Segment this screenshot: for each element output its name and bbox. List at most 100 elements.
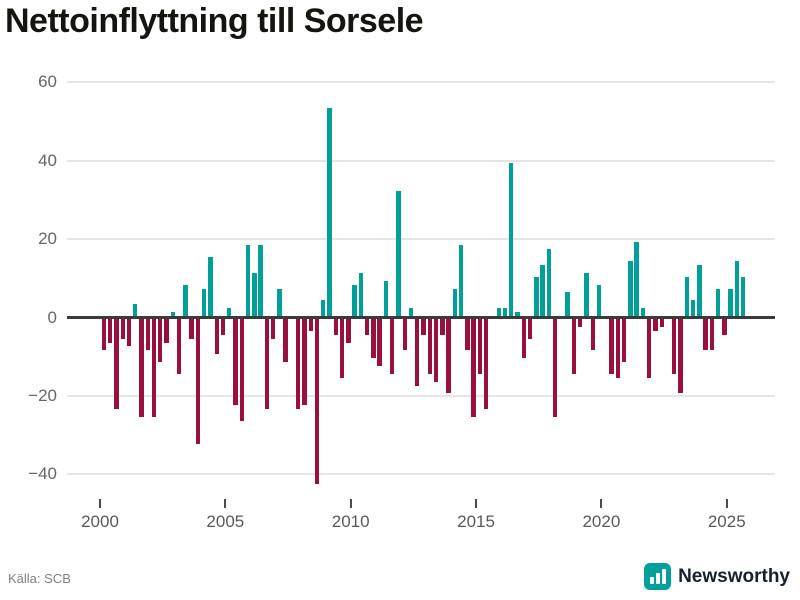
- bar: [697, 265, 702, 316]
- bar: [678, 319, 683, 394]
- bar: [690, 300, 696, 316]
- bar: [377, 319, 382, 367]
- bar: [628, 261, 633, 316]
- bar: [458, 245, 464, 316]
- bar: [609, 319, 614, 374]
- bar: [133, 304, 138, 316]
- bar: [546, 249, 552, 316]
- bar: [465, 319, 470, 351]
- x-axis-label: 2005: [206, 512, 245, 531]
- bar: [264, 319, 270, 410]
- bar: [201, 288, 207, 316]
- bar: [440, 319, 445, 335]
- bar: [245, 245, 251, 316]
- x-axis-label: 2015: [457, 512, 495, 531]
- y-gridline: [67, 159, 775, 162]
- bar: [415, 319, 420, 386]
- bar: [433, 319, 439, 382]
- bar: [321, 300, 326, 316]
- bar: [715, 288, 721, 316]
- bar: [233, 319, 238, 406]
- x-axis-tick: [725, 499, 728, 508]
- bar: [653, 319, 658, 331]
- bar: [471, 319, 476, 417]
- bar: [227, 308, 232, 316]
- bar: [302, 319, 307, 406]
- bar: [590, 319, 595, 351]
- bar: [646, 319, 652, 378]
- bar: [615, 319, 621, 378]
- bar: [634, 241, 639, 316]
- bar: [252, 272, 257, 316]
- y-gridline: [67, 394, 775, 397]
- y-gridline: [67, 81, 775, 84]
- bar: [502, 308, 508, 316]
- bar: [189, 319, 194, 339]
- bar: [640, 308, 646, 316]
- bar: [659, 319, 664, 327]
- bar: [126, 319, 132, 347]
- bar: [477, 319, 483, 374]
- bar: [515, 312, 520, 316]
- bar: [565, 292, 570, 316]
- bar: [120, 319, 125, 339]
- bar: [402, 319, 407, 351]
- bar: [540, 265, 545, 316]
- x-axis-label: 2025: [707, 512, 746, 531]
- bar: [383, 280, 389, 316]
- bar: [521, 319, 526, 359]
- bar: [183, 284, 188, 316]
- bar: [427, 319, 432, 374]
- bar: [371, 319, 376, 359]
- newsworthy-bar-chart-icon: [644, 563, 672, 590]
- bar: [333, 319, 338, 335]
- bar: [396, 190, 401, 316]
- bar: [534, 276, 539, 316]
- x-axis-tick: [99, 499, 101, 508]
- bar: [446, 319, 451, 394]
- x-axis-tick: [224, 499, 227, 508]
- bar: [527, 319, 533, 339]
- bar: [114, 319, 119, 410]
- bar: [390, 319, 395, 374]
- newsworthy-logo: Newsworthy: [644, 563, 790, 590]
- y-gridline: [67, 473, 775, 476]
- bar: [509, 163, 514, 316]
- bar: [484, 319, 489, 410]
- x-axis-tick: [349, 499, 352, 508]
- bar: [239, 319, 244, 421]
- bar: [220, 319, 226, 335]
- bar: [277, 288, 282, 316]
- bar: [270, 319, 276, 339]
- plot-area: 60 40 20 0 −20 −40 2000 2005 2010 2015 2020 2025: [28, 72, 775, 531]
- x-axis-label: 2010: [331, 512, 370, 531]
- bar: [584, 272, 589, 316]
- bar: [684, 276, 689, 316]
- bar: [308, 319, 313, 331]
- bar: [552, 319, 558, 417]
- chart-title: Nettoinflyttning till Sorsele: [5, 2, 424, 40]
- bar: [452, 288, 458, 316]
- bar: [258, 245, 263, 316]
- y-axis-label: 40: [38, 150, 57, 170]
- bar: [295, 319, 301, 410]
- bar: [740, 276, 746, 316]
- bar: [314, 319, 320, 484]
- bar: [578, 319, 583, 327]
- newsworthy-wordmark: Newsworthy: [678, 565, 790, 587]
- bar: [709, 319, 715, 351]
- bar: [208, 257, 213, 316]
- bar: [170, 312, 176, 316]
- bar: [728, 288, 733, 316]
- bar: [496, 308, 501, 316]
- bar: [722, 319, 727, 335]
- bar: [596, 284, 602, 316]
- bar: [139, 319, 144, 417]
- bar: [158, 319, 163, 363]
- bar: [101, 319, 107, 351]
- bar: [164, 319, 169, 343]
- bar: [352, 284, 357, 316]
- source-text: Källa: SCB: [8, 571, 71, 586]
- bar: [214, 319, 219, 355]
